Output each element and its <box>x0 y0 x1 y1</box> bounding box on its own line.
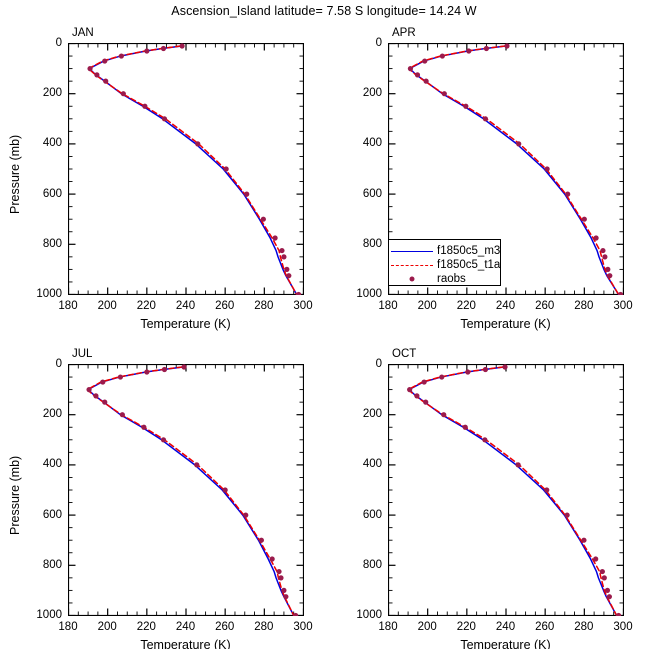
x-tick-label: 220 <box>136 300 156 312</box>
figure-title: Ascension_Island latitude= 7.58 S longit… <box>171 4 477 18</box>
series-line-f1850c5_m3 <box>88 45 298 295</box>
y-tick-label: 0 <box>55 37 62 49</box>
y-tick-label: 400 <box>362 137 382 150</box>
series-line-f1850c5_t1a <box>87 45 298 295</box>
x-tick-label: 280 <box>574 300 594 312</box>
y-tick-label: 200 <box>362 408 382 421</box>
legend-swatch-dashed-line <box>389 258 435 272</box>
y-tick-label: 600 <box>42 187 62 200</box>
y-tick-label: 600 <box>362 508 382 521</box>
x-tick-label: 240 <box>495 621 516 633</box>
y-tick-label: 1000 <box>36 288 62 300</box>
x-tick-label: 280 <box>574 621 594 633</box>
panel-label-oct: OCT <box>392 348 417 360</box>
legend-swatch-solid-line <box>389 244 435 258</box>
y-tick-label: 800 <box>42 237 62 250</box>
x-tick-label: 280 <box>254 621 274 633</box>
y-tick-label: 600 <box>42 508 62 521</box>
y-tick-label: 200 <box>362 87 382 100</box>
y-tick-label: 1000 <box>356 288 382 300</box>
legend-item-f1850c5_m3: f1850c5_m3 <box>389 243 500 258</box>
x-tick-label: 200 <box>97 300 117 312</box>
x-tick-label: 180 <box>58 621 78 633</box>
legend-item-raobs: raobs <box>389 271 500 286</box>
series-markers-raobs <box>407 364 622 616</box>
y-tick-label: 0 <box>375 358 382 370</box>
x-axis-title: Temperature (K) <box>460 317 551 331</box>
x-tick-label: 300 <box>293 621 313 633</box>
legend-marker-dot <box>409 276 415 281</box>
legend-label: raobs <box>437 272 466 285</box>
x-tick-label: 300 <box>293 300 313 312</box>
legend-label: f1850c5_t1a <box>437 258 501 271</box>
x-tick-label: 200 <box>417 621 437 633</box>
x-tick-label: 220 <box>456 300 476 312</box>
y-tick-label: 1000 <box>36 609 62 621</box>
y-tick-label: 800 <box>362 237 382 250</box>
series-line-f1850c5_m3 <box>87 366 295 616</box>
x-tick-label: 280 <box>254 300 274 312</box>
y-tick-label: 0 <box>55 358 62 370</box>
legend-swatch-marker <box>389 272 435 286</box>
y-tick-label: 400 <box>42 137 62 150</box>
series-markers-raobs <box>87 43 302 295</box>
x-tick-label: 220 <box>456 621 476 633</box>
panel-label-jan: JAN <box>72 27 94 39</box>
series-line-f1850c5_t1a <box>407 366 618 616</box>
plot-area-jan <box>68 43 304 295</box>
y-tick-label: 800 <box>362 558 382 571</box>
legend-line-sample <box>391 250 433 252</box>
x-tick-label: 260 <box>215 300 235 312</box>
x-tick-label: 240 <box>495 300 516 312</box>
legend: f1850c5_m3 f1850c5_t1a raobs <box>388 239 501 286</box>
y-tick-label: 400 <box>362 458 382 471</box>
y-tick-label: 400 <box>42 458 62 471</box>
series-markers-raobs <box>86 364 299 616</box>
x-tick-label: 300 <box>613 621 633 633</box>
panel-label-jul: JUL <box>72 348 93 360</box>
x-tick-label: 260 <box>215 621 235 633</box>
x-axis-title: Temperature (K) <box>140 638 231 649</box>
y-tick-label: 800 <box>42 558 62 571</box>
y-tick-label: 600 <box>362 187 382 200</box>
x-tick-label: 260 <box>535 300 555 312</box>
panel-label-apr: APR <box>392 27 416 39</box>
plot-area-oct <box>388 364 624 616</box>
legend-label: f1850c5_m3 <box>437 244 501 257</box>
x-tick-label: 220 <box>136 621 156 633</box>
series-line-f1850c5_m3 <box>408 366 618 616</box>
plot-area-apr <box>388 43 624 295</box>
y-tick-label: 200 <box>42 87 62 100</box>
x-tick-label: 240 <box>175 300 196 312</box>
x-tick-label: 200 <box>417 300 437 312</box>
y-tick-label: 200 <box>42 408 62 421</box>
y-tick-label: 0 <box>375 37 382 49</box>
x-axis-title: Temperature (K) <box>140 317 231 331</box>
legend-item-f1850c5_t1a: f1850c5_t1a <box>389 257 500 272</box>
x-tick-label: 300 <box>613 300 633 312</box>
x-tick-label: 180 <box>378 621 398 633</box>
x-tick-label: 260 <box>535 621 555 633</box>
x-tick-label: 180 <box>58 300 78 312</box>
x-axis-title: Temperature (K) <box>460 638 551 649</box>
series-line-f1850c5_t1a <box>86 366 295 616</box>
x-tick-label: 200 <box>97 621 117 633</box>
y-tick-label: 1000 <box>356 609 382 621</box>
x-tick-label: 240 <box>175 621 196 633</box>
plot-area-jul <box>68 364 304 616</box>
y-axis-title: Pressure (mb) <box>8 134 22 214</box>
legend-line-sample <box>391 264 433 266</box>
x-tick-label: 180 <box>378 300 398 312</box>
y-axis-title: Pressure (mb) <box>8 455 22 535</box>
series-markers-raobs <box>407 43 624 295</box>
